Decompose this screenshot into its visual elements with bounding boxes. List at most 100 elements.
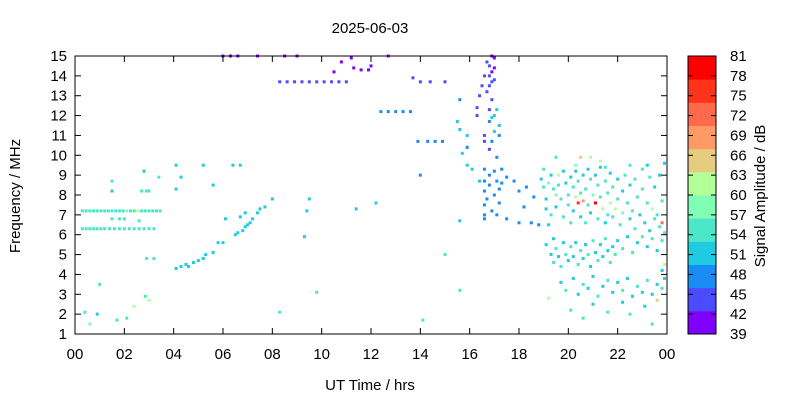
data-point bbox=[487, 84, 491, 88]
data-point bbox=[653, 217, 657, 221]
data-point bbox=[655, 249, 659, 253]
data-point bbox=[497, 187, 501, 191]
data-point bbox=[640, 235, 644, 239]
data-point bbox=[542, 167, 546, 171]
data-point bbox=[611, 245, 615, 249]
data-point bbox=[478, 179, 482, 183]
data-point bbox=[663, 263, 667, 266]
data-point bbox=[492, 129, 496, 133]
data-point bbox=[354, 207, 358, 211]
plot-area bbox=[75, 56, 667, 334]
data-point bbox=[539, 177, 543, 181]
data-point bbox=[88, 322, 92, 326]
data-point bbox=[485, 90, 489, 94]
data-point bbox=[500, 181, 504, 185]
data-point bbox=[655, 298, 659, 302]
data-point bbox=[278, 310, 282, 314]
data-point bbox=[497, 124, 501, 127]
x-tick-label: 18 bbox=[511, 346, 528, 363]
data-point bbox=[603, 221, 607, 225]
data-point bbox=[142, 169, 146, 173]
data-point bbox=[482, 139, 486, 143]
data-point bbox=[147, 227, 151, 231]
data-point bbox=[349, 56, 353, 60]
colorbar-tick-label: 51 bbox=[730, 247, 747, 264]
data-point bbox=[663, 161, 667, 165]
data-point bbox=[598, 159, 602, 163]
data-point bbox=[537, 223, 541, 227]
data-point bbox=[628, 217, 632, 221]
data-point bbox=[505, 175, 509, 179]
data-point bbox=[487, 183, 491, 187]
data-point bbox=[650, 237, 654, 241]
data-point bbox=[285, 80, 289, 84]
data-point bbox=[485, 60, 489, 64]
data-point bbox=[608, 261, 612, 265]
data-point bbox=[184, 263, 188, 266]
data-point bbox=[564, 288, 568, 292]
y-tick-label: 10 bbox=[50, 147, 67, 164]
data-point bbox=[655, 282, 659, 286]
y-tick-label: 4 bbox=[59, 266, 67, 283]
data-point bbox=[616, 239, 620, 243]
data-point bbox=[475, 114, 479, 118]
data-point bbox=[315, 290, 319, 294]
data-point bbox=[606, 191, 610, 195]
data-point bbox=[339, 60, 343, 64]
x-tick-label: 06 bbox=[215, 346, 232, 363]
data-point bbox=[132, 227, 136, 231]
colorbar-band bbox=[688, 287, 716, 312]
data-point bbox=[211, 183, 215, 187]
x-tick-label: 00 bbox=[67, 346, 84, 363]
data-point bbox=[132, 304, 136, 308]
data-point bbox=[579, 191, 583, 195]
data-point bbox=[621, 300, 625, 304]
data-point bbox=[293, 80, 297, 84]
data-point bbox=[191, 261, 195, 265]
data-point bbox=[236, 231, 240, 235]
data-point bbox=[505, 217, 509, 221]
data-point bbox=[256, 211, 260, 215]
data-point bbox=[559, 264, 563, 268]
data-point bbox=[492, 56, 496, 60]
data-point bbox=[628, 183, 632, 187]
data-point bbox=[443, 80, 447, 84]
data-point bbox=[596, 217, 600, 221]
data-point bbox=[492, 114, 496, 118]
data-point bbox=[660, 286, 664, 290]
data-point bbox=[569, 221, 573, 225]
data-point bbox=[660, 268, 664, 272]
data-point bbox=[616, 280, 620, 284]
colorbar-tick-label: 42 bbox=[730, 306, 747, 323]
colorbar-band bbox=[688, 79, 716, 103]
data-point bbox=[552, 261, 556, 265]
data-point bbox=[99, 227, 103, 231]
data-point bbox=[549, 213, 553, 217]
y-tick-label: 13 bbox=[50, 88, 67, 105]
data-point bbox=[554, 155, 558, 159]
data-point bbox=[566, 193, 570, 197]
data-point bbox=[95, 227, 99, 231]
data-point bbox=[465, 145, 469, 149]
data-point bbox=[122, 217, 126, 221]
data-point bbox=[547, 296, 551, 300]
data-point bbox=[80, 227, 84, 231]
data-point bbox=[88, 227, 92, 231]
data-point bbox=[581, 282, 585, 286]
data-point bbox=[92, 209, 95, 213]
data-point bbox=[586, 253, 590, 257]
colorbar-band bbox=[688, 148, 716, 173]
colorbar-tick-label: 75 bbox=[730, 88, 747, 105]
data-point bbox=[246, 223, 250, 227]
y-tick-label: 1 bbox=[59, 326, 67, 343]
data-point bbox=[147, 189, 151, 193]
data-point bbox=[581, 173, 585, 177]
data-point bbox=[201, 163, 205, 167]
data-point bbox=[648, 229, 652, 233]
data-point bbox=[136, 209, 140, 213]
data-point bbox=[243, 211, 247, 215]
colorbar-band bbox=[688, 171, 716, 196]
data-point bbox=[83, 310, 87, 314]
data-point bbox=[633, 177, 637, 181]
